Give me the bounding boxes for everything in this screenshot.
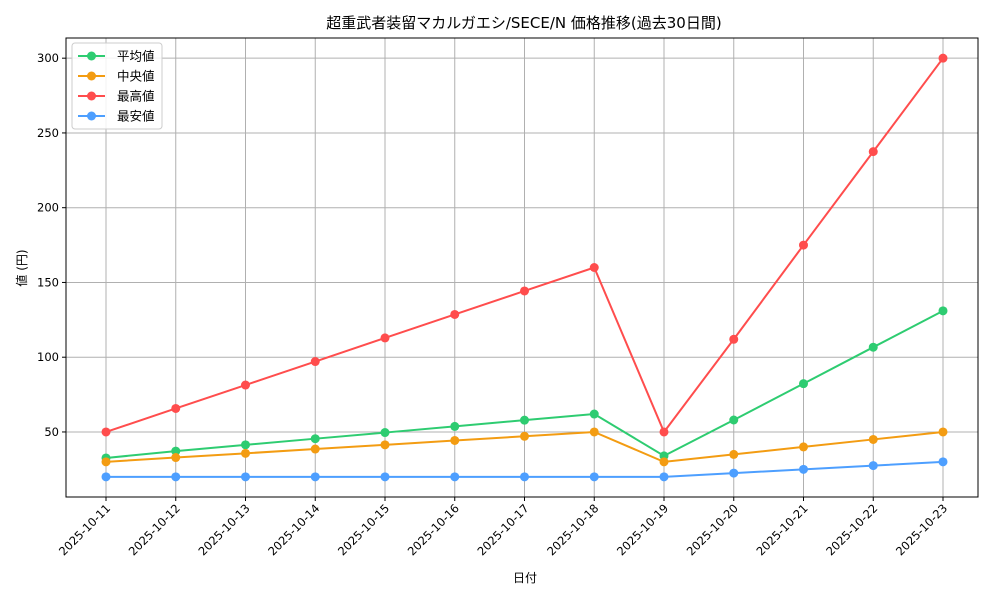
data-point-marker (310, 444, 320, 454)
data-point-marker (520, 431, 529, 441)
data-point-marker (520, 472, 529, 482)
y-tick-label: 250 (37, 126, 59, 140)
data-point-marker (101, 457, 111, 467)
x-tick-label: 2025-10-15 (335, 501, 392, 558)
data-point-marker (659, 457, 669, 467)
x-tick-label: 2025-10-18 (544, 501, 601, 558)
data-point-marker (171, 472, 181, 482)
data-point-marker (171, 453, 181, 463)
y-tick-label: 200 (37, 201, 59, 215)
y-axis-ticks: 50 100 150 200 250 300 (37, 51, 66, 439)
x-tick-label: 2025-10-22 (823, 501, 880, 558)
data-point-marker (520, 415, 529, 425)
y-tick-label: 300 (37, 51, 59, 65)
data-point-marker (450, 435, 460, 445)
data-point-marker (938, 306, 948, 316)
data-point-marker (589, 263, 599, 272)
data-point-marker (589, 472, 599, 482)
data-point-marker (799, 464, 808, 474)
grid-lines (66, 38, 978, 497)
data-point-marker (101, 427, 111, 437)
data-point-marker (729, 334, 739, 344)
data-point-marker (938, 53, 948, 63)
data-point-marker (380, 428, 390, 438)
legend-label: 最安値 (117, 109, 155, 124)
data-point-marker (241, 448, 250, 458)
data-point-marker (938, 457, 948, 467)
y-axis-label: 値 (円) (14, 249, 29, 286)
data-point-marker (938, 427, 948, 437)
plot-area-frame (65, 37, 979, 498)
legend-label: 中央値 (117, 69, 155, 84)
x-tick-label: 2025-10-11 (56, 501, 113, 558)
data-point-marker (729, 415, 739, 425)
y-tick-label: 150 (37, 275, 59, 289)
series-line (101, 306, 948, 463)
data-point-marker (589, 409, 599, 419)
data-point-marker (799, 379, 808, 389)
data-point-marker (520, 286, 529, 296)
data-point-marker (589, 427, 599, 437)
legend-label: 平均値 (117, 49, 155, 64)
data-point-marker (450, 472, 460, 482)
data-point-marker (868, 342, 878, 352)
x-axis-ticks: 2025-10-11 2025-10-12 2025-10-13 2025-10-14… (56, 497, 950, 558)
series-line (101, 53, 948, 437)
data-point-marker (310, 434, 320, 444)
data-point-marker (450, 309, 460, 319)
data-point-marker (380, 440, 390, 450)
data-point-marker (241, 472, 250, 482)
x-axis-label: 日付 (513, 571, 537, 585)
legend-marker-icon (87, 91, 96, 101)
data-point-marker (729, 468, 739, 478)
legend-item: 平均値 (78, 49, 155, 64)
data-point-marker (868, 461, 878, 471)
data-point-marker (241, 380, 250, 390)
data-point-marker (241, 440, 250, 450)
data-point-marker (171, 403, 181, 413)
data-point-marker (380, 472, 390, 482)
data-point-marker (659, 472, 669, 482)
x-tick-label: 2025-10-23 (893, 501, 950, 558)
legend-marker-icon (87, 111, 96, 121)
series-line (101, 427, 948, 467)
y-tick-label: 100 (37, 350, 59, 364)
x-tick-label: 2025-10-16 (405, 501, 462, 558)
x-tick-label: 2025-10-13 (195, 501, 252, 558)
x-tick-label: 2025-10-21 (753, 501, 810, 558)
data-point-marker (659, 427, 669, 437)
legend-item: 最高値 (78, 89, 155, 104)
data-point-marker (310, 472, 320, 482)
data-point-marker (799, 240, 808, 250)
legend-item: 最安値 (78, 109, 155, 124)
x-tick-label: 2025-10-14 (265, 501, 322, 558)
x-tick-label: 2025-10-17 (474, 501, 531, 558)
chart-title: 超重武者装留マカルガエシ/SECE/N 価格推移(過去30日間) (326, 14, 721, 32)
data-point-marker (799, 442, 808, 452)
data-point-marker (101, 472, 111, 482)
legend-marker-icon (87, 51, 96, 61)
x-tick-label: 2025-10-12 (126, 501, 183, 558)
data-point-marker (171, 446, 181, 456)
data-point-marker (450, 421, 460, 431)
legend-item: 中央値 (78, 69, 155, 84)
series-line (101, 457, 948, 482)
data-point-marker (868, 147, 878, 157)
series-group (101, 53, 948, 482)
data-point-marker (868, 434, 878, 444)
legend-label: 最高値 (117, 89, 155, 104)
data-point-marker (729, 449, 739, 459)
legend-marker-icon (87, 71, 96, 81)
x-tick-label: 2025-10-19 (614, 501, 671, 558)
y-tick-label: 50 (44, 425, 59, 439)
data-point-marker (380, 333, 390, 343)
x-tick-label: 2025-10-20 (684, 501, 741, 558)
data-point-marker (310, 357, 320, 367)
legend-box (71, 42, 163, 130)
